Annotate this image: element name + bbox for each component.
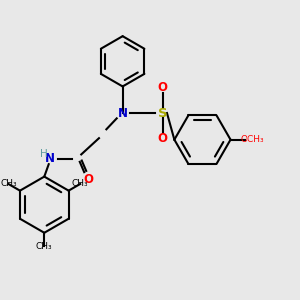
Text: O: O [158, 81, 167, 94]
Text: O: O [84, 173, 94, 186]
Text: CH₃: CH₃ [36, 242, 52, 250]
Text: S: S [158, 106, 167, 119]
Text: OCH₃: OCH₃ [241, 135, 265, 144]
Text: H: H [40, 148, 48, 158]
Text: N: N [45, 152, 55, 165]
Text: N: N [118, 106, 128, 119]
Text: CH₃: CH₃ [72, 179, 88, 188]
Text: O: O [158, 132, 167, 145]
Text: CH₃: CH₃ [0, 179, 17, 188]
